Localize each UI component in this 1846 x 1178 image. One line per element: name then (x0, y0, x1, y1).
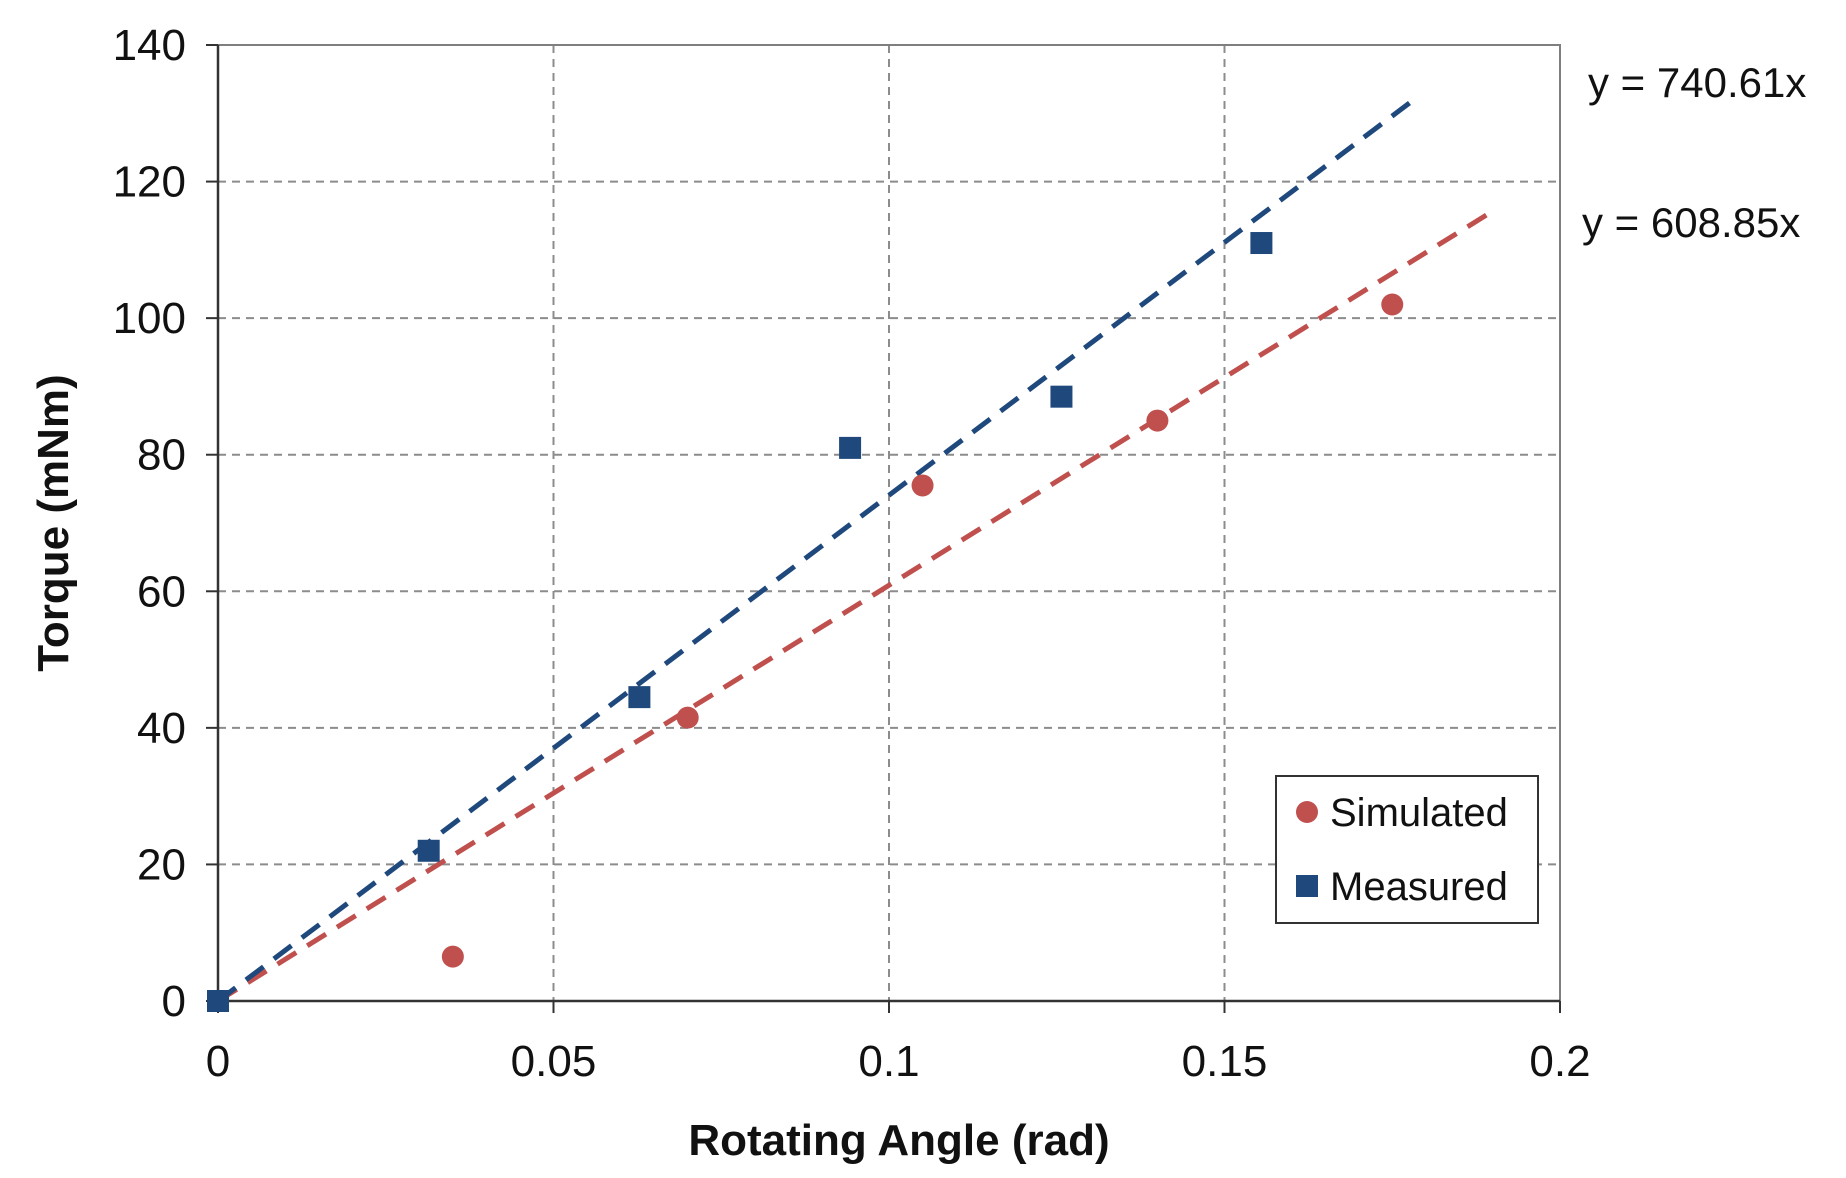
data-point-measured (839, 436, 862, 459)
axes (206, 44, 1561, 1013)
y-axis-title: Torque (mNm) (29, 374, 78, 671)
y-tick-label: 80 (137, 431, 186, 480)
tick-labels: 0 20 40 60 80 100 120 140 0 0.05 0.1 0.15 0.2 (113, 21, 1591, 1086)
data-point-simulated (1381, 293, 1404, 316)
legend-marker-simulated (1296, 801, 1318, 823)
trendline-equation-simulated: y = 608.85x (1582, 199, 1800, 246)
data-point-simulated (911, 474, 934, 497)
x-tick-label: 0 (206, 1037, 230, 1086)
legend-label-simulated: Simulated (1330, 791, 1508, 835)
trendline-simulated (216, 208, 1495, 1004)
y-tick-label: 120 (113, 158, 186, 207)
data-point-measured (1250, 232, 1273, 255)
y-tick-label: 40 (137, 704, 186, 753)
data-point-simulated (441, 945, 464, 968)
y-tick-label: 140 (113, 21, 186, 70)
grid (218, 45, 1560, 1001)
data-points (207, 232, 1404, 1012)
y-tick-label: 0 (162, 977, 186, 1026)
data-point-measured (207, 990, 229, 1012)
y-tick-label: 20 (137, 840, 186, 889)
x-tick-label: 0.05 (511, 1037, 597, 1086)
x-tick-label: 0.2 (1529, 1037, 1590, 1086)
y-tick-label: 100 (113, 294, 186, 343)
y-tick-label: 60 (137, 567, 186, 616)
x-tick-label: 0.1 (858, 1037, 919, 1086)
trendline-equation-measured: y = 740.61x (1588, 59, 1806, 106)
data-point-measured (628, 686, 651, 709)
data-point-simulated (1146, 409, 1169, 432)
data-point-measured (1050, 385, 1073, 408)
data-point-measured (417, 839, 440, 862)
legend: Simulated Measured (1275, 775, 1539, 924)
x-axis-title: Rotating Angle (rad) (688, 1116, 1109, 1165)
trendline-measured (216, 93, 1421, 1003)
x-tick-label: 0.15 (1182, 1037, 1268, 1086)
legend-label-measured: Measured (1330, 865, 1508, 909)
legend-box (1275, 775, 1539, 924)
legend-marker-measured (1296, 875, 1318, 897)
data-point-simulated (676, 706, 699, 729)
